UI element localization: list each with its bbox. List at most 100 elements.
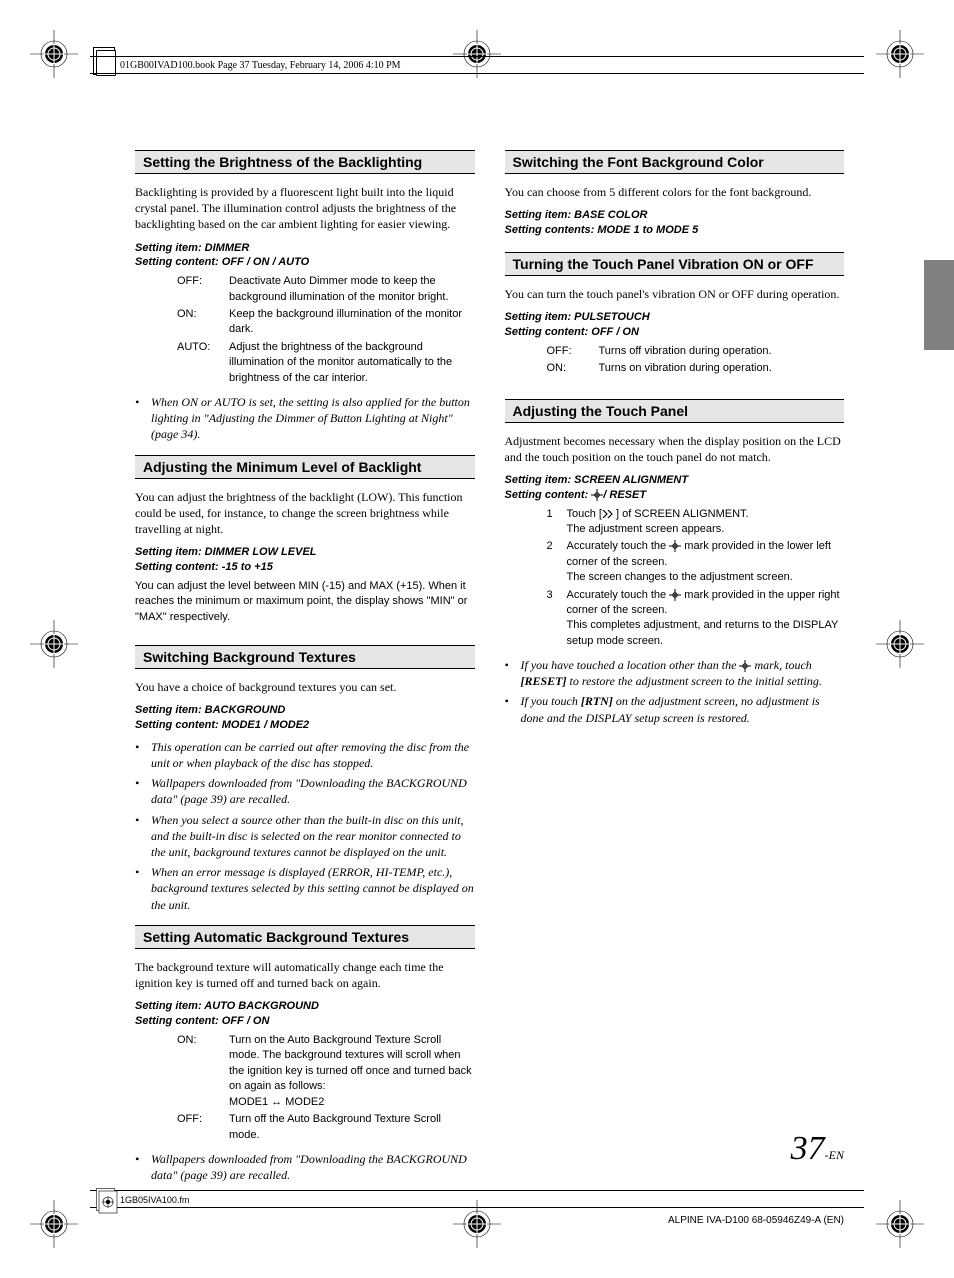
step-body: Accurately touch the mark provided in th…: [567, 539, 845, 585]
note-item: • Wallpapers downloaded from "Downloadin…: [135, 775, 475, 807]
definition-term: OFF:: [547, 344, 591, 359]
step-row: 3 Accurately touch the mark provided in …: [505, 588, 845, 650]
definition-term: ON:: [547, 361, 591, 376]
definition-term: OFF:: [177, 1112, 221, 1143]
note-item: • When ON or AUTO is set, the setting is…: [135, 394, 475, 443]
bullet-icon: •: [135, 394, 145, 443]
bullet-icon: •: [135, 864, 145, 913]
section-heading: Setting the Brightness of the Backlighti…: [135, 150, 475, 174]
definition-desc: Turns on vibration during operation.: [599, 361, 845, 376]
body-text: You can adjust the level between MIN (-1…: [135, 579, 475, 625]
note-list: • Wallpapers downloaded from "Downloadin…: [135, 1151, 475, 1183]
page-number-suffix: -EN: [825, 1148, 844, 1162]
footer-model: ALPINE IVA-D100 68-05946Z49-A (EN): [668, 1215, 844, 1226]
step-row: 1 Touch [] of SCREEN ALIGNMENT. The adju…: [505, 507, 845, 538]
definition-desc: Adjust the brightness of the background …: [229, 340, 475, 386]
body-text: You can turn the touch panel's vibration…: [505, 286, 845, 302]
note-list: • If you have touched a location other t…: [505, 657, 845, 726]
note-list: • When ON or AUTO is set, the setting is…: [135, 394, 475, 443]
definition-desc: Turn off the Auto Background Texture Scr…: [229, 1112, 475, 1143]
note-text: When you select a source other than the …: [151, 812, 475, 861]
definition-term: OFF:: [177, 274, 221, 305]
note-item: • If you touch [RTN] on the adjustment s…: [505, 693, 845, 725]
crop-mark-icon: [876, 1200, 924, 1248]
crop-mark-icon: [30, 620, 78, 668]
note-text: If you touch [RTN] on the adjustment scr…: [521, 693, 845, 725]
setting-content: Setting content: OFF / ON: [135, 1014, 475, 1029]
setting-item: Setting item: BACKGROUND: [135, 703, 475, 718]
setting-content: Setting content: / RESET: [505, 488, 845, 503]
mode-cycle-text: MODE1 ↔ MODE2: [135, 1096, 475, 1108]
note-item: • Wallpapers downloaded from "Downloadin…: [135, 1151, 475, 1183]
definition-row: OFF: Deactivate Auto Dimmer mode to keep…: [135, 274, 475, 305]
left-column: Setting the Brightness of the Backlighti…: [135, 150, 475, 1196]
section-heading: Switching the Font Background Color: [505, 150, 845, 174]
section-heading: Adjusting the Minimum Level of Backlight: [135, 455, 475, 479]
crop-mark-icon: [876, 30, 924, 78]
bullet-icon: •: [135, 775, 145, 807]
step-number: 2: [547, 539, 559, 585]
setting-item: Setting item: BASE COLOR: [505, 208, 845, 223]
step-list: 1 Touch [] of SCREEN ALIGNMENT. The adju…: [505, 507, 845, 650]
definition-term: AUTO:: [177, 340, 221, 386]
definition-list: OFF: Turns off vibration during operatio…: [505, 344, 845, 377]
definition-row: ON: Keep the background illumination of …: [135, 307, 475, 338]
page: 01GB00IVAD100.book Page 37 Tuesday, Febr…: [0, 0, 954, 1278]
setting-content: Setting content: -15 to +15: [135, 560, 475, 575]
crop-mark-icon: [30, 30, 78, 78]
note-item: • When you select a source other than th…: [135, 812, 475, 861]
body-text: The background texture will automaticall…: [135, 959, 475, 991]
definition-row: ON: Turns on vibration during operation.: [505, 361, 845, 376]
target-icon: [591, 489, 603, 501]
setting-item: Setting item: SCREEN ALIGNMENT: [505, 473, 845, 488]
section-heading: Switching Background Textures: [135, 645, 475, 669]
definition-row: OFF: Turn off the Auto Background Textur…: [135, 1112, 475, 1143]
definition-term: ON:: [177, 1033, 221, 1095]
setting-item: Setting item: DIMMER LOW LEVEL: [135, 545, 475, 560]
target-icon: [739, 660, 751, 672]
note-text: When an error message is displayed (ERRO…: [151, 864, 475, 913]
note-item: • If you have touched a location other t…: [505, 657, 845, 689]
definition-list: OFF: Deactivate Auto Dimmer mode to keep…: [135, 274, 475, 386]
bullet-icon: •: [505, 657, 515, 689]
page-number: 37-EN: [791, 1130, 844, 1168]
note-list: • This operation can be carried out afte…: [135, 739, 475, 913]
step-number: 1: [547, 507, 559, 538]
definition-row: OFF: Turns off vibration during operatio…: [505, 344, 845, 359]
note-item: • This operation can be carried out afte…: [135, 739, 475, 771]
definition-desc: Turns off vibration during operation.: [599, 344, 845, 359]
footer-filename: 1GB05IVA100.fm: [120, 1195, 189, 1205]
note-item: • When an error message is displayed (ER…: [135, 864, 475, 913]
definition-term: ON:: [177, 307, 221, 338]
definition-desc: Deactivate Auto Dimmer mode to keep the …: [229, 274, 475, 305]
note-text: If you have touched a location other tha…: [521, 657, 845, 689]
definition-desc: Turn on the Auto Background Texture Scro…: [229, 1033, 475, 1095]
body-text: You can choose from 5 different colors f…: [505, 184, 845, 200]
step-row: 2 Accurately touch the mark provided in …: [505, 539, 845, 585]
right-column: Switching the Font Background Color You …: [505, 150, 845, 1196]
setting-item: Setting item: DIMMER: [135, 241, 475, 256]
crop-mark-icon: [876, 620, 924, 668]
setting-item: Setting item: AUTO BACKGROUND: [135, 999, 475, 1014]
bullet-icon: •: [505, 693, 515, 725]
page-runhead: 01GB00IVAD100.book Page 37 Tuesday, Febr…: [90, 60, 401, 71]
body-text: You can adjust the brightness of the bac…: [135, 489, 475, 538]
setting-content: Setting content: MODE1 / MODE2: [135, 718, 475, 733]
page-runhead-bar: 01GB00IVAD100.book Page 37 Tuesday, Febr…: [90, 56, 864, 74]
body-text: Adjustment becomes necessary when the di…: [505, 433, 845, 465]
definition-row: AUTO: Adjust the brightness of the backg…: [135, 340, 475, 386]
definition-list: ON: Turn on the Auto Background Texture …: [135, 1033, 475, 1143]
setting-content: Setting contents: MODE 1 to MODE 5: [505, 223, 845, 238]
definition-row: ON: Turn on the Auto Background Texture …: [135, 1033, 475, 1095]
note-text: This operation can be carried out after …: [151, 739, 475, 771]
body-text: You have a choice of background textures…: [135, 679, 475, 695]
step-body: Touch [] of SCREEN ALIGNMENT. The adjust…: [567, 507, 845, 538]
page-number-value: 37: [791, 1130, 825, 1167]
side-tab: [924, 260, 954, 350]
bullet-icon: •: [135, 739, 145, 771]
note-text: Wallpapers downloaded from "Downloading …: [151, 775, 475, 807]
setting-content-prefix: Setting content:: [505, 489, 592, 501]
setting-item: Setting item: PULSETOUCH: [505, 310, 845, 325]
footer-bar: [90, 1190, 864, 1208]
setting-content: Setting content: OFF / ON / AUTO: [135, 255, 475, 270]
